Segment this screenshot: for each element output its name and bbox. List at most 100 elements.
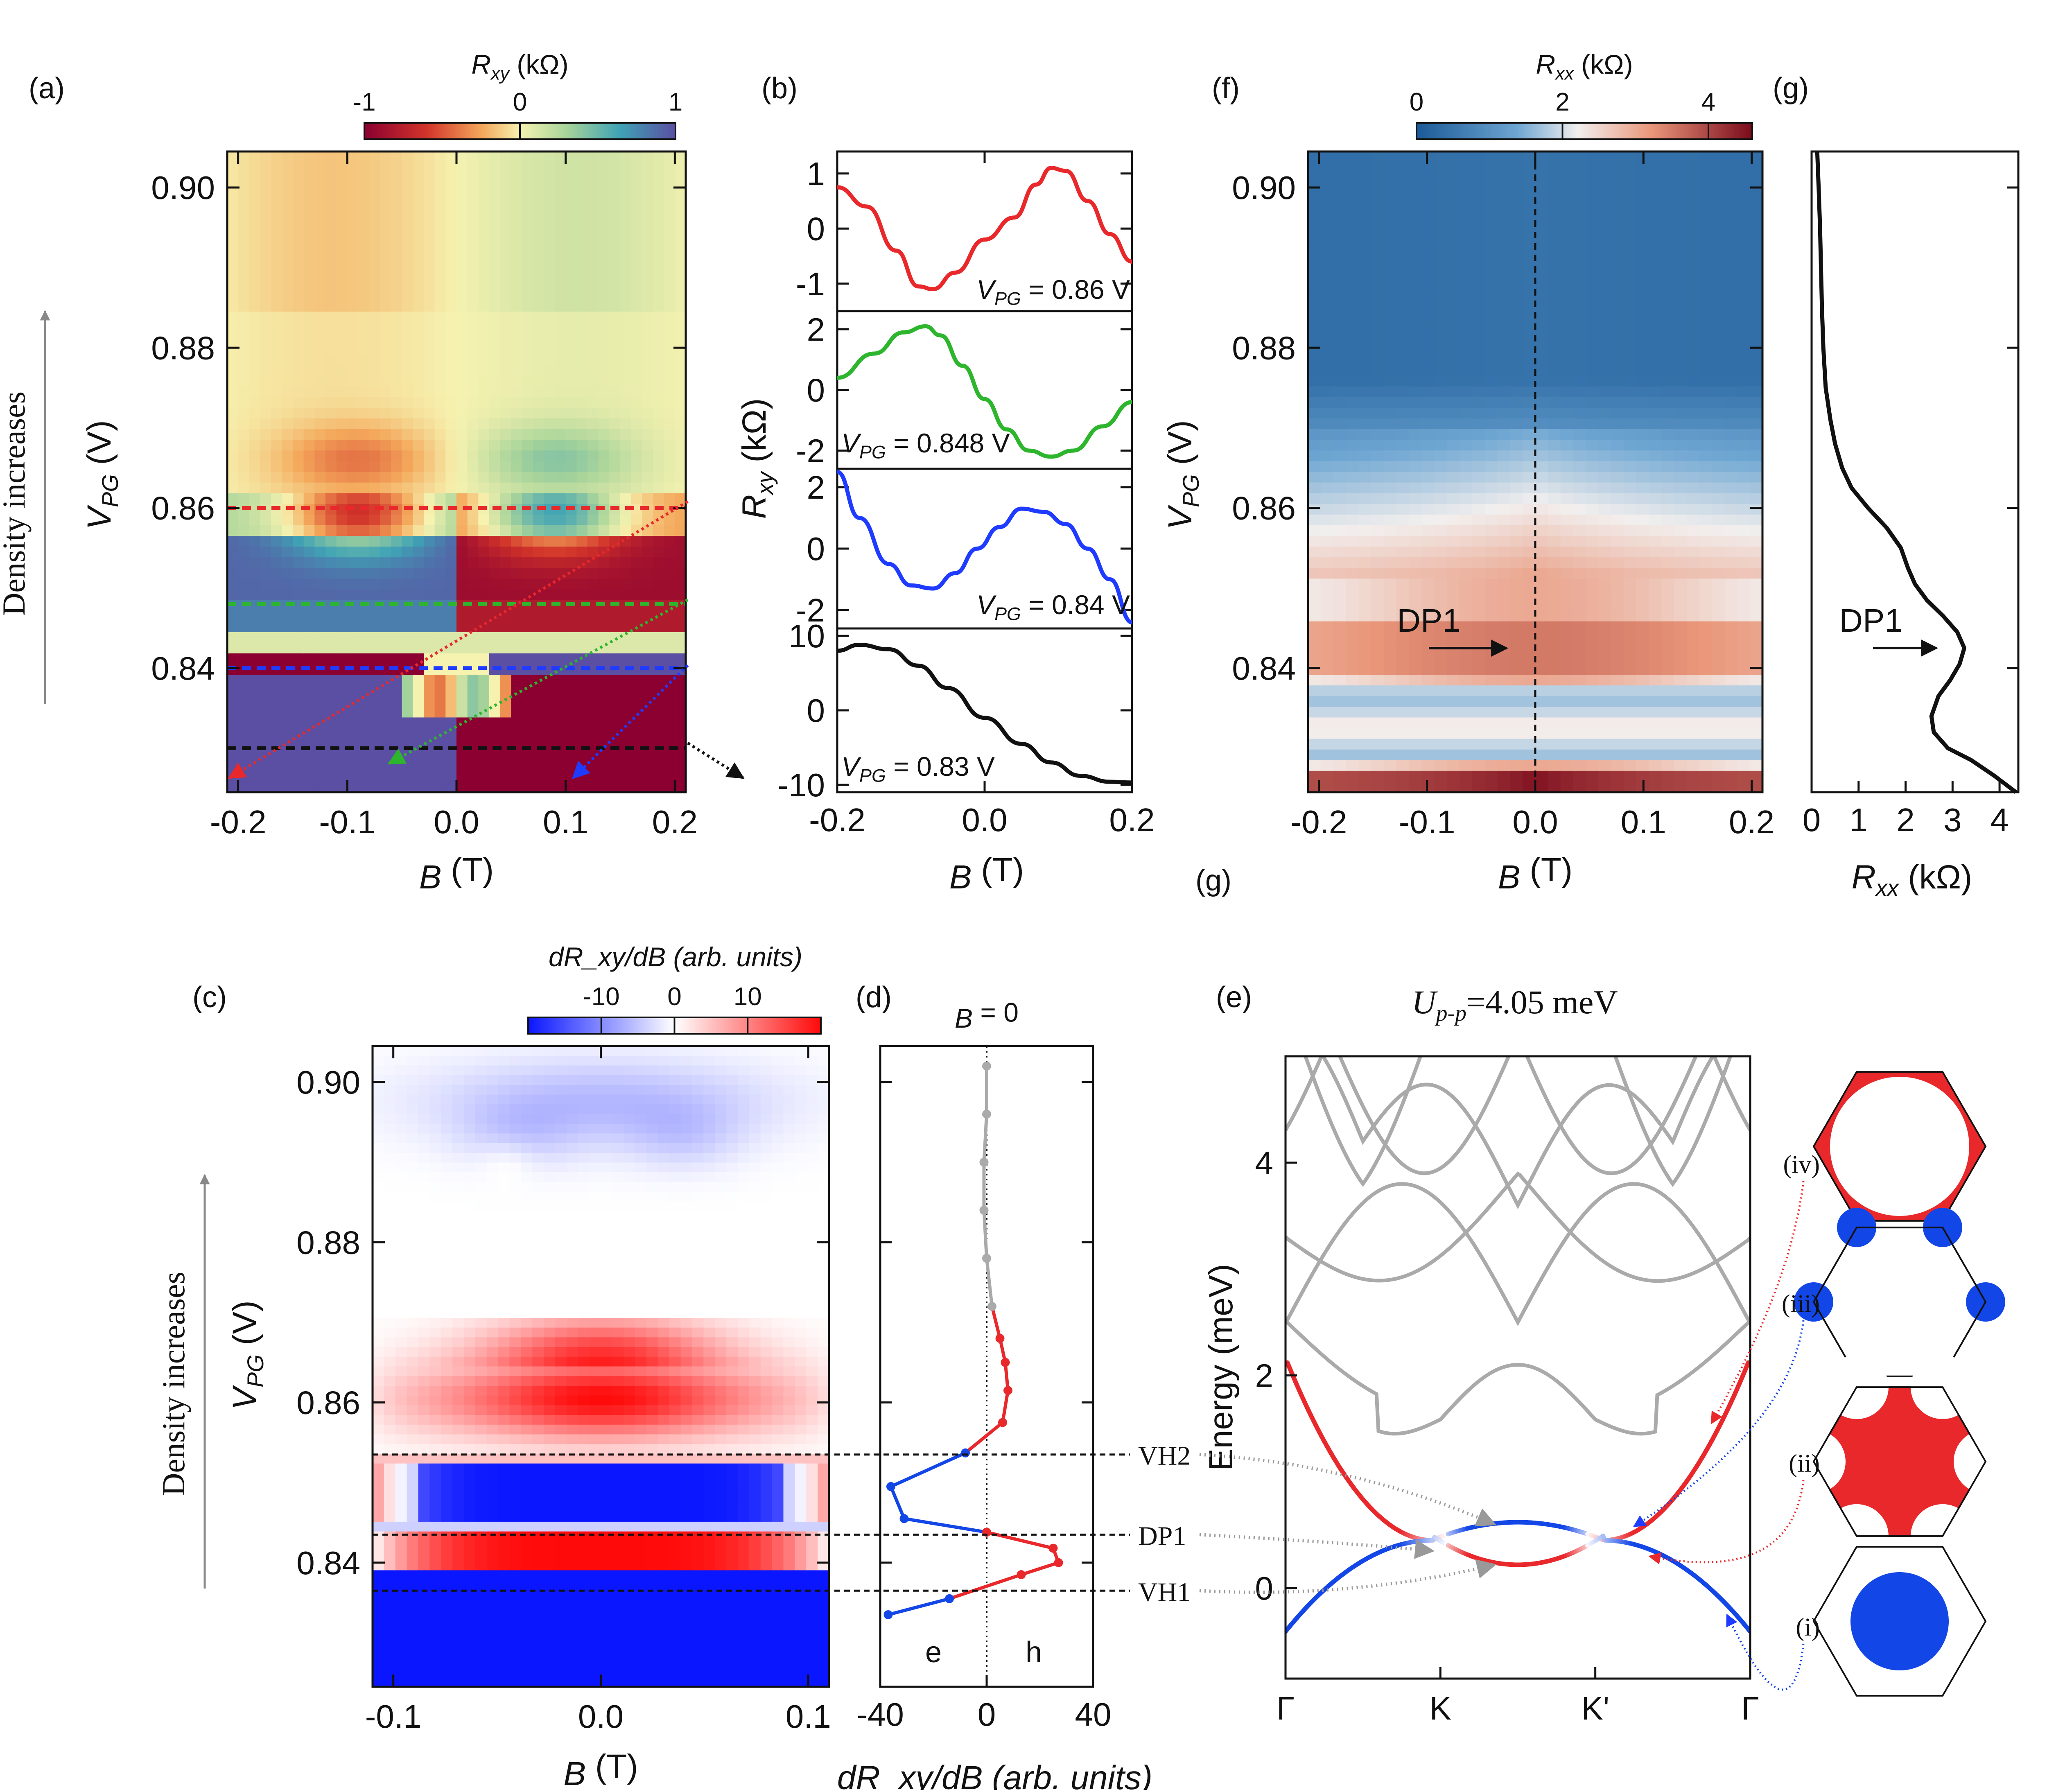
panel-f-cells-cell xyxy=(1472,728,1485,739)
panel-f-cells-cell xyxy=(1498,536,1511,547)
panel-f-cells-cell xyxy=(1699,365,1713,376)
panel-b-xtick-label: 0.2 xyxy=(1109,802,1155,838)
panel-f-cells-cell xyxy=(1510,621,1523,633)
panel-a-cells-cell xyxy=(271,258,282,269)
panel-a-cells-cell xyxy=(500,771,512,782)
panel-b-label-black: VPG = 0.83 V xyxy=(841,751,995,786)
panel-f-cells-cell xyxy=(1573,216,1586,227)
panel-f-cells-cell xyxy=(1561,653,1574,664)
panel-f-cells-cell xyxy=(1573,280,1586,291)
panel-f-cells-cell xyxy=(1661,162,1674,173)
panel-f-cells-cell xyxy=(1422,739,1435,750)
panel-a-cells-cell xyxy=(402,771,413,782)
panel-f-cells-cell xyxy=(1649,589,1662,600)
panel-a-cells-cell xyxy=(500,493,512,504)
panel-a-cells-cell xyxy=(576,685,588,696)
panel-f-cells-cell xyxy=(1358,493,1371,504)
panel-a-cells-cell xyxy=(500,355,512,366)
panel-f-cells-cell xyxy=(1598,664,1611,675)
panel-a-cells-cell xyxy=(271,248,282,259)
panel-a-cells-cell xyxy=(511,376,522,387)
panel-a-cells-cell xyxy=(337,557,348,568)
panel-f-cells-cell xyxy=(1409,504,1422,515)
panel-f-cells-cell xyxy=(1422,429,1435,440)
panel-a-cells-cell xyxy=(609,483,621,494)
panel-a-cells-cell xyxy=(424,248,435,259)
panel-a-cells-cell xyxy=(489,536,501,547)
panel-f-cells-cell xyxy=(1346,717,1359,728)
panel-f-cells-cell xyxy=(1712,355,1725,366)
panel-f-cells-cell xyxy=(1422,579,1435,590)
panel-f-cells-cell xyxy=(1422,301,1435,312)
panel-a-cells-cell xyxy=(282,386,293,398)
panel-f-cells-cell xyxy=(1598,483,1611,494)
panel-f-cells-cell xyxy=(1485,312,1498,323)
panel-f-cells-cell xyxy=(1460,675,1473,686)
panel-a-cells-cell xyxy=(260,717,271,728)
panel-f-cells-cell xyxy=(1422,365,1435,376)
panel-a-cells-cell xyxy=(413,717,424,728)
panel-f-cells-cell xyxy=(1384,280,1397,291)
panel-f-cells-cell xyxy=(1498,194,1511,205)
panel-a-cells-cell xyxy=(325,536,337,547)
panel-c-cells-cell xyxy=(384,1153,396,1163)
panel-f-cells-cell xyxy=(1699,429,1713,440)
panel-a-cells-cell xyxy=(533,472,545,483)
panel-a-cells-cell xyxy=(282,675,293,686)
panel-a-cells-cell xyxy=(631,280,643,291)
panel-a-cells-cell xyxy=(369,611,381,622)
panel-a-cells-cell xyxy=(227,621,239,633)
panel-a-cells-cell xyxy=(609,397,621,408)
panel-a-cells-cell xyxy=(653,579,664,590)
panel-a-cells-cell xyxy=(544,194,555,205)
panel-a-cells-cell xyxy=(391,344,402,355)
panel-a-cells-cell xyxy=(642,557,653,568)
panel-a-cells-cell xyxy=(402,675,413,686)
panel-f-cells-cell xyxy=(1409,664,1422,675)
panel-c-cells-cell xyxy=(373,1609,384,1619)
panel-f-cells-cell xyxy=(1346,194,1359,205)
panel-f-cells-cell xyxy=(1510,290,1523,301)
panel-a-cells-cell xyxy=(227,194,239,205)
panel-f-cells-cell xyxy=(1358,611,1371,622)
panel-f-cells-cell xyxy=(1712,568,1725,579)
panel-f-cells-cell xyxy=(1358,728,1371,739)
panel-a-cells-cell xyxy=(445,258,457,269)
panel-f-cells-cell xyxy=(1611,216,1624,227)
panel-a-cells-cell xyxy=(260,173,271,184)
panel-a-cells-cell xyxy=(347,290,359,301)
panel-f-cells-cell xyxy=(1460,782,1473,793)
panel-f-cells-cell xyxy=(1396,280,1410,291)
panel-a-cells-cell xyxy=(599,162,610,173)
panel-a-cells-cell xyxy=(380,269,391,280)
panel-f-cells-cell xyxy=(1384,216,1397,227)
panel-a-cells-cell xyxy=(599,515,610,526)
panel-a-cells-cell xyxy=(631,450,643,461)
panel-a-cells-cell xyxy=(599,643,610,654)
panel-a-cells-cell xyxy=(468,376,479,387)
panel-f-cells-cell xyxy=(1371,525,1384,536)
panel-a-cells-cell xyxy=(511,760,522,771)
panel-a-cells-cell xyxy=(576,493,588,504)
panel-a-cells-cell xyxy=(435,312,446,323)
panel-c-cells-cell xyxy=(384,1600,396,1610)
panel-f-cells-cell xyxy=(1321,675,1334,686)
panel-f-cells-cell xyxy=(1434,418,1447,429)
panel-f-cells-cell xyxy=(1586,237,1599,248)
panel-a-cells-cell xyxy=(544,248,555,259)
panel-a-cells-cell xyxy=(566,632,577,643)
panel-f-cells-cell xyxy=(1674,237,1687,248)
panel-f-cells-cell xyxy=(1636,183,1649,194)
panel-a-cells-cell xyxy=(468,632,479,643)
panel-f-cells-cell xyxy=(1649,450,1662,461)
panel-a-cells-cell xyxy=(402,312,413,323)
panel-f-cells-cell xyxy=(1434,547,1447,558)
panel-f-cells-cell xyxy=(1409,162,1422,173)
panel-c-cells-cell xyxy=(373,1085,384,1095)
panel-a-cells-cell xyxy=(576,151,588,163)
panel-a-cells-cell xyxy=(260,248,271,259)
panel-f-cells-cell xyxy=(1396,493,1410,504)
panel-f-cells-cell xyxy=(1396,568,1410,579)
panel-f-cells-cell xyxy=(1561,237,1574,248)
panel-a-cells-cell xyxy=(402,258,413,269)
